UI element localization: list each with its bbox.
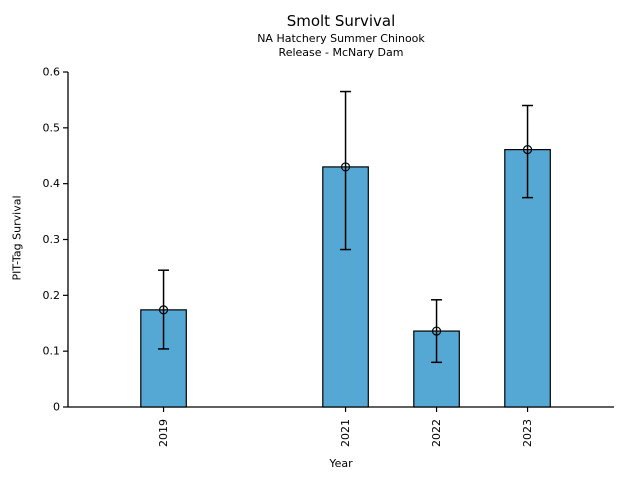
y-tick-label: 0	[53, 401, 60, 414]
y-tick-label: 0.5	[43, 121, 61, 134]
chart-subtitle-line2: Release - McNary Dam	[278, 46, 404, 59]
chart-subtitle-line1: NA Hatchery Summer Chinook	[257, 32, 425, 45]
marker-2019	[158, 305, 169, 315]
x-axis-ticks: 2019 2021 2022 2023	[157, 407, 534, 447]
error-bars	[158, 90, 534, 364]
bars	[140, 149, 551, 408]
marker-2023	[522, 145, 533, 155]
x-tick-label: 2021	[339, 419, 352, 447]
y-tick-label: 0.2	[43, 289, 61, 302]
x-tick-label: 2023	[521, 419, 534, 447]
marker-2021	[340, 162, 351, 172]
x-tick-label: 2019	[157, 419, 170, 447]
x-tick-label: 2022	[430, 419, 443, 447]
marker-2022	[431, 326, 442, 336]
y-tick-label: 0.1	[43, 345, 61, 358]
y-tick-label: 0.4	[43, 177, 61, 190]
x-axis-label: Year	[329, 457, 353, 470]
point-markers	[158, 145, 533, 336]
chart-title: Smolt Survival	[286, 12, 396, 30]
y-axis-ticks: 0 0.1 0.2 0.3 0.4 0.5 0.6	[43, 66, 68, 414]
y-tick-label: 0.3	[43, 233, 61, 246]
y-tick-label: 0.6	[43, 66, 61, 79]
